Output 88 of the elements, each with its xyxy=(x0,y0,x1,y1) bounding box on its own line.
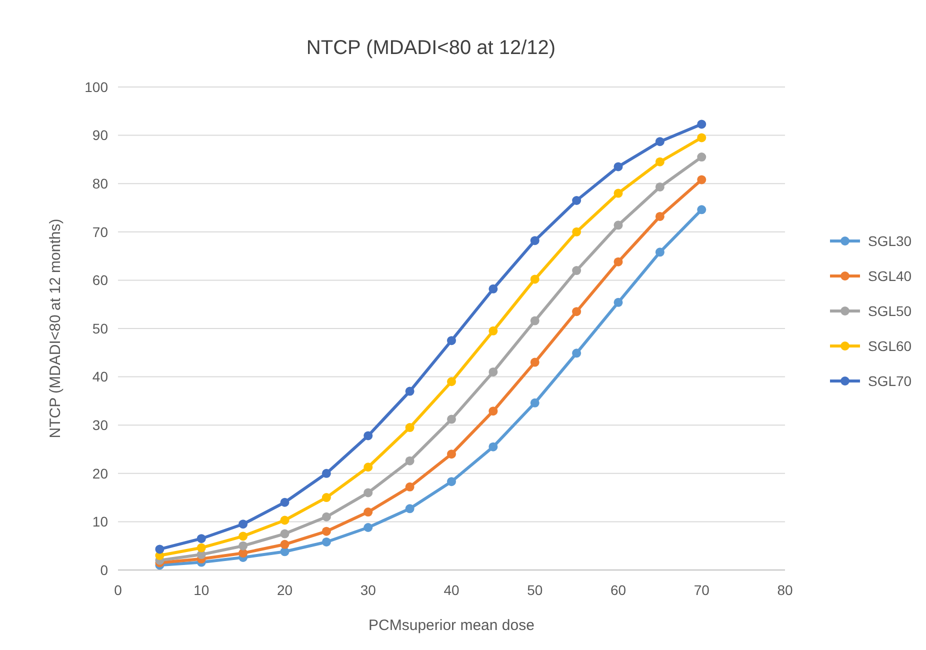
point xyxy=(614,188,623,198)
point xyxy=(405,386,414,396)
legend-label: SGL50 xyxy=(868,302,912,319)
x-tick-label: 0 xyxy=(114,582,122,598)
x-tick-label: 10 xyxy=(194,582,210,598)
x-tick-label: 60 xyxy=(610,582,626,598)
point xyxy=(405,456,414,466)
legend-label: SGL60 xyxy=(868,338,912,354)
y-tick-label: 0 xyxy=(100,562,108,578)
point xyxy=(447,450,456,459)
point xyxy=(447,377,456,386)
x-tick-label: 50 xyxy=(527,582,543,598)
x-tick-label: 40 xyxy=(444,582,460,598)
y-tick-label: 10 xyxy=(92,514,108,530)
point xyxy=(155,544,164,554)
point xyxy=(280,540,290,549)
point xyxy=(530,398,540,408)
point xyxy=(697,152,706,162)
point xyxy=(488,284,498,294)
point xyxy=(322,526,331,536)
x-tick-label: 20 xyxy=(276,582,293,598)
point xyxy=(364,488,373,498)
point xyxy=(655,248,664,257)
point xyxy=(697,175,706,184)
point xyxy=(488,367,498,376)
point xyxy=(447,336,456,346)
point xyxy=(655,212,664,221)
x-axis-title: PCMsuperior mean dose xyxy=(368,617,534,634)
point xyxy=(530,358,540,367)
legend-label: SGL40 xyxy=(868,268,912,284)
y-tick-label: 30 xyxy=(92,417,108,433)
point xyxy=(572,307,582,316)
point xyxy=(572,266,582,276)
point xyxy=(364,431,373,440)
legend-label: SGL30 xyxy=(868,232,912,249)
point xyxy=(572,348,582,358)
point xyxy=(655,182,664,192)
point xyxy=(530,236,540,246)
point xyxy=(364,522,373,532)
point xyxy=(614,220,623,230)
y-tick-label: 80 xyxy=(92,176,108,192)
point xyxy=(488,406,498,416)
point xyxy=(196,543,206,552)
x-tick-label: 80 xyxy=(777,582,793,598)
point xyxy=(614,162,623,172)
point xyxy=(238,520,248,529)
y-tick-label: 20 xyxy=(92,465,108,482)
point xyxy=(405,482,414,492)
point xyxy=(364,462,373,472)
point xyxy=(530,274,540,284)
point xyxy=(614,298,623,307)
point xyxy=(697,205,706,214)
y-tick-label: 70 xyxy=(92,224,108,240)
y-axis-title: NTCP (MDADI<80 at 12 months) xyxy=(47,218,64,438)
point xyxy=(572,227,582,236)
point xyxy=(697,133,706,142)
x-tick-label: 30 xyxy=(360,582,376,598)
point xyxy=(196,534,206,544)
y-tick-label: 90 xyxy=(92,127,108,144)
point xyxy=(614,257,623,266)
point xyxy=(238,532,248,541)
point xyxy=(655,157,664,166)
point xyxy=(322,493,331,502)
point xyxy=(447,477,456,486)
point xyxy=(322,537,331,546)
legend-label: SGL70 xyxy=(868,372,912,389)
point xyxy=(655,137,664,146)
point xyxy=(447,414,456,424)
y-tick-label: 60 xyxy=(92,272,108,288)
point xyxy=(488,326,498,336)
point xyxy=(280,529,290,538)
point xyxy=(405,423,414,432)
point xyxy=(572,196,582,206)
point xyxy=(238,541,248,550)
point xyxy=(280,516,290,525)
point xyxy=(488,442,498,452)
point xyxy=(280,498,290,507)
point xyxy=(697,120,706,129)
point xyxy=(405,504,414,514)
point xyxy=(364,508,373,517)
point xyxy=(530,316,540,326)
x-tick-label: 70 xyxy=(694,582,710,598)
y-tick-label: 100 xyxy=(84,78,108,95)
point xyxy=(322,512,331,522)
y-tick-label: 50 xyxy=(92,320,108,336)
point xyxy=(322,468,331,478)
chart-title: NTCP (MDADI<80 at 12/12) xyxy=(306,37,556,59)
y-tick-label: 40 xyxy=(92,368,108,385)
